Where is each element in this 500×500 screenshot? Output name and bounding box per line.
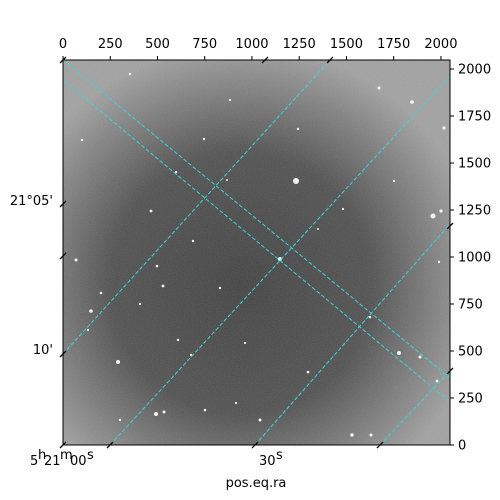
ra-label-2: 30 s (259, 448, 283, 469)
star (234, 401, 238, 405)
star (258, 418, 262, 422)
star (410, 100, 414, 104)
star (218, 286, 222, 290)
star (74, 258, 78, 262)
star (80, 138, 84, 142)
star (118, 418, 122, 422)
ra-label-1-base: 5 (30, 454, 38, 469)
x-tick-label: 750 (192, 37, 217, 52)
star (191, 239, 195, 243)
y-tick-label: 1750 (458, 110, 491, 125)
star (128, 72, 132, 76)
y-tick-label: 2000 (458, 63, 491, 78)
ra-label-1-m: m (60, 448, 73, 463)
star (278, 257, 282, 261)
star (203, 408, 207, 412)
pixel-ticks: 0 250 500 750 1000 1250 1500 1750 2000 0 250 500 750… (59, 37, 491, 454)
star (293, 178, 299, 184)
star (226, 179, 228, 181)
ra-label-1: 5 h 21 m 00 s (30, 448, 94, 469)
star (89, 309, 93, 313)
x-tick-label: 500 (145, 37, 170, 52)
dec-label-2: 10' (33, 343, 53, 358)
star (442, 126, 446, 130)
star (176, 338, 180, 342)
star (397, 351, 401, 355)
star (369, 433, 373, 437)
coordinate-grid (63, 60, 450, 445)
star (439, 209, 443, 213)
y-tick-label: 750 (458, 298, 483, 313)
star (202, 137, 206, 141)
star (99, 291, 103, 295)
y-tick-label: 500 (458, 345, 483, 360)
star (189, 353, 193, 357)
star (155, 264, 159, 268)
star (435, 379, 439, 383)
plot-frame (62, 59, 451, 446)
x-tick-label: 0 (59, 37, 67, 52)
star (116, 360, 120, 364)
x-tick-label: 1000 (235, 37, 268, 52)
star (341, 207, 345, 211)
star (149, 209, 153, 213)
y-tick-label: 1250 (458, 204, 491, 219)
star (243, 341, 247, 345)
star (437, 260, 441, 264)
star (161, 284, 165, 288)
y-tick-label: 1000 (458, 251, 491, 266)
grid-line (379, 370, 450, 445)
star (430, 213, 436, 219)
y-tick-label: 250 (458, 392, 483, 407)
y-tick-label: 0 (458, 439, 466, 454)
star (306, 370, 310, 374)
star (86, 328, 90, 332)
star (228, 98, 232, 102)
y-tick-label: 1500 (458, 157, 491, 172)
star (418, 355, 422, 359)
x-tick-label: 1250 (283, 37, 316, 52)
ra-label-1-h: h (38, 448, 46, 463)
ra-label-2-sec: 30 (259, 454, 276, 469)
star (317, 228, 319, 230)
star (174, 170, 178, 174)
star (154, 412, 158, 416)
star (162, 410, 166, 414)
star (377, 86, 381, 90)
grid-line (63, 60, 450, 379)
star (138, 302, 142, 306)
star (392, 179, 396, 183)
x-tick-label: 1500 (330, 37, 363, 52)
ra-label-2-s: s (276, 448, 283, 463)
dec-label-1: 21°05' (10, 194, 53, 209)
ra-label-1-min: 21 (44, 454, 61, 469)
ra-label-1-sec: 00 (70, 454, 87, 469)
star (296, 127, 300, 131)
ra-label-1-s: s (87, 448, 94, 463)
star (368, 315, 372, 319)
x-tick-label: 2000 (424, 37, 457, 52)
x-axis-label: pos.eq.ra (226, 476, 287, 491)
x-tick-label: 250 (98, 37, 123, 52)
x-tick-label: 1750 (377, 37, 410, 52)
star (350, 433, 354, 437)
grid-line (63, 60, 331, 355)
grid-line (254, 223, 450, 445)
sky-image (63, 60, 450, 445)
